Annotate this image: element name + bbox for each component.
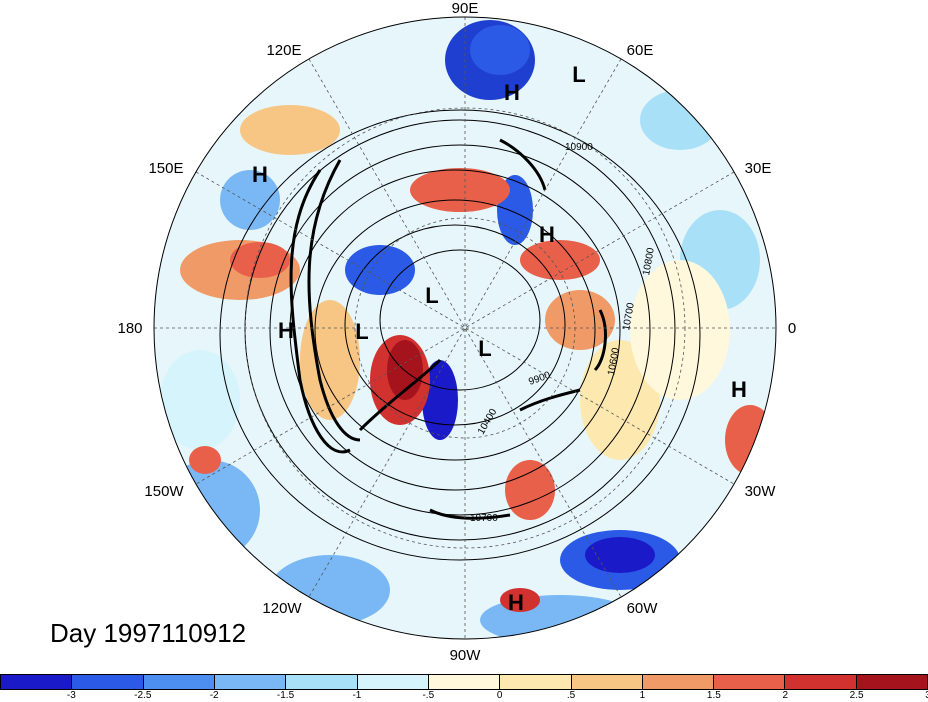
- colorbar-cell: [571, 675, 643, 689]
- label-30w: 30W: [745, 483, 777, 500]
- label-150w: 150W: [144, 483, 184, 500]
- colorbar-tick-label: -1.5: [276, 690, 295, 701]
- pressure-high-marker: H: [508, 590, 524, 615]
- colorbar-cell: [357, 675, 429, 689]
- colorbar-tick-label: -1: [352, 690, 362, 701]
- contour-label: 10800: [641, 247, 657, 277]
- pressure-high-marker: H: [278, 318, 294, 343]
- colorbar-tick-label: 0: [496, 690, 503, 701]
- polar-map: 90E 120E 60E 150E 30E 180 0 150W 30W 120…: [117, 0, 796, 664]
- label-120e: 120E: [266, 42, 301, 59]
- colorbar-cell: [714, 675, 786, 689]
- label-150e: 150E: [148, 160, 183, 177]
- colorbar-tick-label: .5: [566, 690, 576, 701]
- label-90w: 90W: [450, 647, 482, 664]
- label-60e: 60E: [627, 42, 654, 59]
- label-90e: 90E: [452, 0, 479, 17]
- colorbar-tick-label: 1: [639, 690, 646, 701]
- pressure-high-marker: H: [731, 377, 747, 402]
- colorbar-cell: [1, 675, 73, 689]
- colorbar-cell: [428, 675, 501, 689]
- colorbar-tick-label: -3: [66, 690, 76, 701]
- contour-label: 10900: [565, 142, 593, 153]
- graticule: [154, 17, 776, 639]
- colorbar-tick-label: 2: [782, 690, 788, 701]
- colorbar-cell: [785, 675, 857, 689]
- label-120w: 120W: [262, 600, 302, 617]
- label-180: 180: [117, 320, 142, 337]
- contour-label: 10700: [621, 302, 637, 332]
- map-border: [153, 16, 777, 640]
- colorbar-cell: [143, 675, 215, 689]
- pressure-system-markers: H L H H H L L H L H: [252, 62, 747, 615]
- pressure-low-marker: L: [425, 283, 438, 308]
- colorbar-tick-label: -.5: [422, 690, 435, 701]
- colorbar-tick-label: 1.5: [706, 690, 721, 701]
- pressure-low-marker: L: [572, 62, 585, 87]
- map-title: Day 1997110912: [50, 618, 247, 648]
- label-60w: 60W: [627, 600, 659, 617]
- pressure-low-marker: L: [355, 319, 368, 344]
- longitude-labels: 90E 120E 60E 150E 30E 180 0 150W 30W 120…: [117, 0, 796, 664]
- colorbar-cell: [642, 675, 715, 689]
- label-0: 0: [788, 320, 796, 337]
- colorbar-tick-label: -2.5: [134, 690, 152, 701]
- label-30e: 30E: [745, 160, 772, 177]
- pressure-low-marker: L: [478, 336, 491, 361]
- pressure-high-marker: H: [539, 222, 555, 247]
- height-contours: [219, 109, 701, 561]
- colorbar-cell: [856, 675, 928, 689]
- colorbar-cell: [286, 675, 358, 689]
- contour-label: 10700: [470, 513, 498, 524]
- colorbar-cell: [500, 675, 572, 689]
- pressure-high-marker: H: [504, 80, 520, 105]
- colorbar-tick-label: 2.5: [849, 690, 864, 701]
- contour-label: 10600: [606, 347, 622, 377]
- colorbar-cell: [214, 675, 287, 689]
- colorbar-labels: -3 -2.5 -2 -1.5 -1 -.5 0 .5 1 1.5 2 2.5 3: [0, 690, 928, 702]
- colorbar-cell: [72, 675, 144, 689]
- colorbar-tick-label: 3: [925, 690, 928, 701]
- colorbar-tick-label: -2: [209, 690, 219, 701]
- colorbar: [0, 674, 928, 690]
- pressure-high-marker: H: [252, 162, 268, 187]
